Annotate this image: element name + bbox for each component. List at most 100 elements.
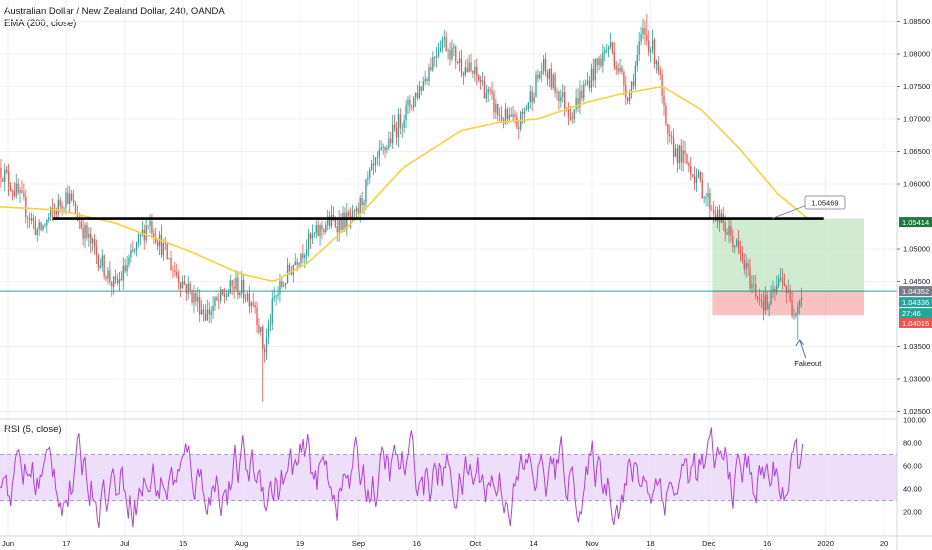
price-tick-label: 1.06500 (903, 147, 930, 156)
rsi-tick-label: 20.00 (903, 508, 922, 517)
candle-body (476, 67, 478, 76)
candle-body (674, 148, 677, 157)
candle-body (615, 66, 617, 69)
candle-body (686, 153, 688, 164)
price-tag-label: 1.04352 (902, 287, 929, 296)
candle-body (762, 301, 765, 311)
candle-body (162, 243, 165, 256)
candle-body (483, 80, 486, 99)
candle-body (583, 84, 585, 99)
candle-body (726, 232, 728, 235)
time-tick-label: 18 (646, 539, 654, 548)
candle-body (449, 50, 451, 60)
candle-body (499, 115, 501, 116)
candle-body (248, 293, 251, 307)
candle-body (600, 58, 602, 66)
candle-body (548, 68, 551, 79)
candle-body (357, 208, 359, 214)
rsi-line (0, 427, 804, 529)
candle-body (374, 157, 377, 166)
price-tag-label: 1.05414 (902, 218, 929, 227)
candle-body (800, 297, 803, 300)
candle-body (0, 167, 2, 178)
candle-body (147, 225, 149, 227)
candle-body (636, 54, 638, 66)
candle-body (628, 93, 631, 102)
candle-body (84, 224, 86, 239)
candle-body (202, 309, 205, 314)
candle-body (92, 238, 94, 244)
price-tick-label: 1.07500 (903, 82, 930, 91)
candle-body (554, 74, 556, 93)
candle-body (328, 216, 331, 227)
candle-body (743, 260, 745, 270)
candle-body (263, 348, 266, 353)
candle-body (214, 297, 216, 306)
candle-body (401, 127, 403, 129)
candle-body (309, 233, 312, 239)
candle-body (311, 234, 314, 239)
candle-body (533, 96, 535, 103)
candle-body (690, 166, 692, 175)
time-tick-label: Jul (120, 539, 130, 548)
candle-body (197, 296, 199, 302)
candle-body (772, 288, 774, 293)
price-tag-bg (899, 217, 932, 228)
candle-body (756, 296, 759, 299)
candle-body (420, 86, 423, 91)
time-tick-label: 16 (763, 539, 771, 548)
candle-body (382, 147, 384, 148)
candle-body (277, 293, 279, 296)
rsi-tick-label: 60.00 (903, 462, 922, 471)
candle-body (514, 114, 516, 117)
candle-body (344, 212, 346, 230)
candle-body (693, 175, 696, 184)
candle-body (655, 61, 658, 64)
candle-body (135, 242, 138, 251)
candle-body (418, 86, 421, 98)
price-tick-label: 1.03000 (903, 375, 930, 384)
candle-body (355, 208, 358, 212)
candle-body (21, 190, 23, 193)
candle-body (97, 255, 100, 269)
candle-body (69, 193, 71, 204)
candle-body (204, 313, 207, 321)
candle-body (195, 293, 197, 302)
candle-body (590, 68, 593, 89)
candle-body (302, 253, 304, 259)
candle-body (174, 270, 176, 273)
candle-body (262, 327, 264, 349)
candle-body (294, 261, 296, 266)
candle-body (28, 218, 31, 221)
candle-body (200, 309, 203, 315)
price-tick-label: 1.05000 (903, 245, 930, 254)
candle-body (399, 114, 401, 128)
candle-body (342, 212, 344, 230)
candle-body (680, 145, 682, 163)
callout-pointer (771, 204, 808, 219)
candle-body (797, 306, 799, 314)
candle-body (588, 80, 591, 89)
time-tick-label: 19 (296, 539, 304, 548)
candle-body (359, 197, 361, 214)
candle-body (701, 180, 703, 199)
candle-body (365, 179, 367, 203)
candle-body (288, 264, 291, 272)
candle-body (260, 327, 262, 333)
candle-body (367, 177, 369, 180)
candle-body (153, 233, 155, 237)
time-tick-label: 20 (880, 539, 888, 548)
candle-body (678, 145, 680, 163)
candle-body (699, 171, 701, 181)
price-tag-label: 27:46 (902, 309, 921, 318)
candle-body (176, 272, 178, 276)
candle-body (393, 124, 396, 129)
candle-body (625, 85, 627, 98)
candle-body (705, 196, 707, 198)
candle-body (88, 233, 90, 238)
candle-body (199, 296, 201, 315)
time-tick-label: Aug (235, 539, 248, 548)
candle-body (623, 72, 625, 86)
candle-body (19, 190, 21, 193)
